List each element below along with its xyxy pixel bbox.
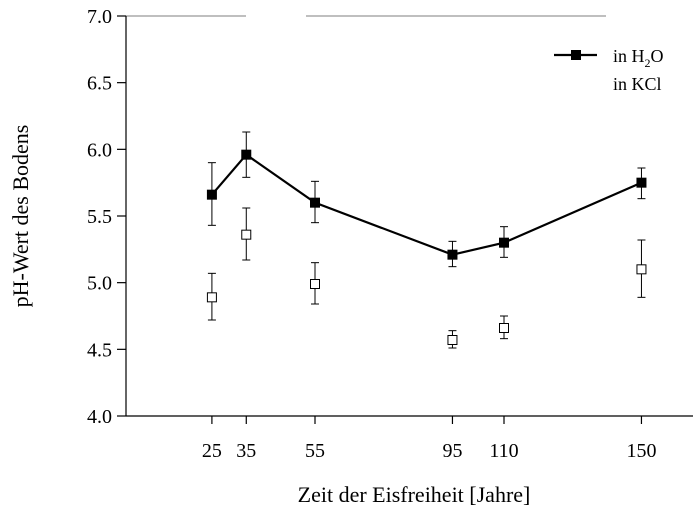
y-tick-label: 7.0 (87, 6, 112, 28)
plot-frame (125, 15, 693, 417)
data-point (636, 264, 647, 275)
legend-label-h2o: in H2O (613, 46, 664, 70)
series-kcl (206, 207, 647, 349)
legend-label-kcl: in KCl (613, 74, 662, 94)
data-point (447, 335, 458, 345)
data-point (636, 177, 647, 188)
data-point (241, 149, 252, 160)
x-ticks: 25 35 55 95 110 150 (202, 416, 656, 462)
data-point (447, 249, 458, 260)
x-tick-label: 35 (236, 440, 256, 462)
data-point (499, 237, 509, 248)
data-point (206, 189, 217, 200)
y-axis-label: pH-Wert des Bodens (8, 125, 33, 308)
y-ticks: 4.0 4.5 5.0 5.5 6.0 6.5 7.0 (87, 6, 126, 428)
data-point (499, 323, 509, 333)
series-h2o (206, 131, 647, 268)
x-tick-label: 25 (202, 440, 222, 462)
series-line (211, 153, 642, 256)
y-tick-label: 6.5 (87, 73, 112, 95)
data-point (241, 229, 252, 240)
data-point (310, 279, 320, 289)
y-tick-label: 6.0 (87, 139, 112, 161)
x-tick-label: 110 (489, 440, 518, 462)
y-tick-label: 5.5 (87, 206, 112, 228)
legend-marker-h2o (571, 50, 581, 60)
x-axis-label: Zeit der Eisfreiheit [Jahre] (298, 482, 531, 507)
legend: in H2O in KCl (554, 46, 664, 94)
x-tick-label: 95 (442, 440, 462, 462)
legend-subscript: 2 (645, 56, 651, 70)
x-tick-label: 55 (305, 440, 325, 462)
data-point (206, 292, 217, 303)
y-tick-label: 4.5 (87, 339, 112, 361)
y-tick-label: 5.0 (87, 273, 112, 295)
data-point (310, 197, 320, 208)
series-layer (206, 131, 647, 349)
y-tick-label: 4.0 (87, 406, 112, 428)
x-tick-label: 150 (626, 440, 656, 462)
